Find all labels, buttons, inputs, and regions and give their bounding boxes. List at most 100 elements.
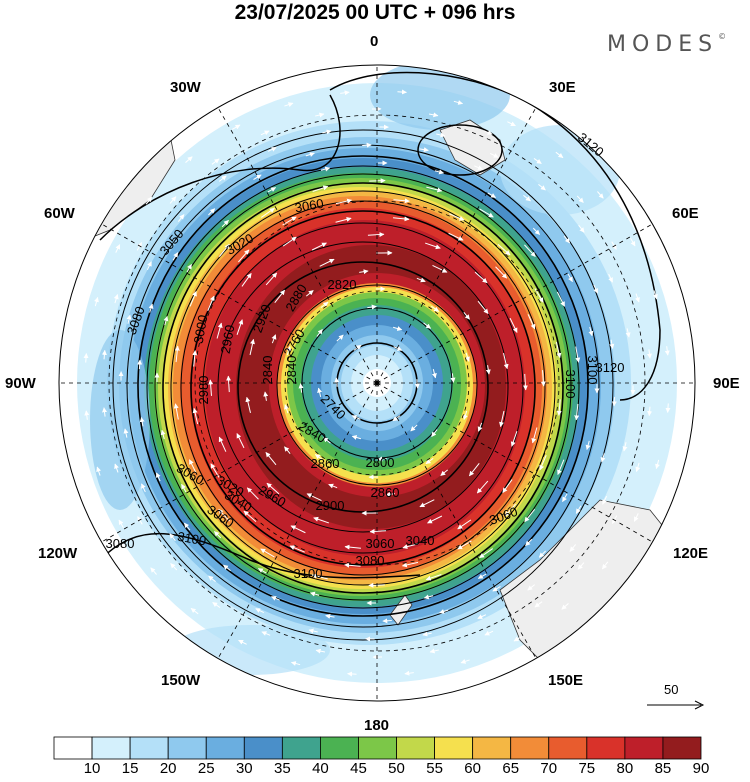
- lon-label-120e: 120E: [673, 545, 709, 562]
- wind-vector-103: [504, 503, 516, 517]
- wind-vector-92: [207, 295, 215, 311]
- colorbar-swatch-13: [548, 736, 588, 760]
- lon-label-120w: 120W: [38, 545, 78, 562]
- colorbar-tick-label: 50: [388, 760, 405, 777]
- wind-vector-204: [489, 152, 499, 158]
- wind-vector-192: [169, 533, 176, 542]
- wind-vector-168: [223, 564, 231, 572]
- wind-vector-264: [633, 513, 639, 522]
- wind-vector-107: [289, 545, 305, 553]
- wind-vector-55: [503, 352, 509, 370]
- wind-vector-78: [282, 236, 297, 247]
- wind-vector-1: [334, 377, 340, 387]
- wind-vector-244: [96, 466, 102, 476]
- wind-vector-200: [267, 147, 277, 152]
- wind-vector-224: [211, 158, 220, 165]
- contour-label-32: 3100: [176, 529, 207, 549]
- lon-label-150w: 150W: [161, 672, 201, 689]
- wind-vector-83: [527, 314, 536, 330]
- wind-vector-13: [367, 304, 377, 310]
- colorbar-tick-label: 60: [464, 760, 481, 777]
- wind-vector-77: [241, 273, 252, 287]
- lon-label-30w: 30W: [170, 79, 201, 96]
- wind-vector-171: [139, 416, 145, 427]
- wind-vector-225: [260, 130, 270, 136]
- wind-vector-10: [410, 424, 418, 432]
- wind-vector-32: [477, 422, 483, 432]
- wind-vector-187: [422, 631, 432, 637]
- colorbar-tick-label: 65: [502, 760, 520, 777]
- wind-vector-89: [344, 544, 361, 550]
- wind-vector-128: [188, 459, 198, 475]
- wind-vector-31: [485, 365, 491, 375]
- wind-vector-56: [427, 515, 443, 524]
- wind-vector-148: [181, 483, 187, 493]
- wind-vector-26: [314, 454, 323, 461]
- wind-vector-119: [574, 403, 580, 421]
- wind-vector-136: [567, 273, 573, 283]
- wind-vector-246: [83, 353, 89, 363]
- contour-label-13: 2980: [196, 376, 211, 405]
- contour-label-24: 2860: [311, 456, 340, 471]
- wind-vector-247: [94, 296, 99, 307]
- wind-vector-28: [286, 345, 291, 356]
- contour-label-19: 2820: [328, 277, 357, 292]
- wind-vector-125: [311, 573, 328, 580]
- wind-vector-179: [419, 147, 429, 153]
- wind-vector-258: [597, 191, 604, 199]
- wind-vector-236: [635, 462, 641, 472]
- wind-vector-253: [340, 90, 350, 96]
- wind-vector-30: [463, 311, 470, 320]
- wind-vector-184: [569, 544, 577, 552]
- contour-line-6: [190, 210, 536, 566]
- wind-vector-153: [221, 220, 229, 228]
- wind-vector-110: [218, 243, 230, 258]
- wind-vector-44: [419, 499, 435, 508]
- wind-vector-105: [401, 561, 419, 568]
- wind-vector-15: [450, 373, 456, 383]
- wind-vector-69: [522, 373, 528, 391]
- wind-vector-122: [479, 548, 494, 559]
- wind-vector-24: [425, 457, 434, 465]
- lat-lon-grid: [59, 65, 695, 701]
- wind-vector-48: [245, 396, 251, 414]
- wind-vector-231: [576, 195, 584, 203]
- contour-line-3100-south: [99, 533, 421, 579]
- wind-vector-27: [284, 404, 289, 414]
- wind-vector-182: [622, 442, 628, 452]
- wind-vector-156: [563, 235, 571, 244]
- contour-line-3120: [329, 71, 661, 401]
- wind-vector-145: [309, 591, 320, 597]
- colorbar-swatch-4: [205, 736, 245, 760]
- contour-label-31: 3080: [356, 553, 385, 568]
- lon-label-180: 180: [364, 717, 390, 734]
- pole-marker: [374, 380, 380, 386]
- wind-vector-180: [474, 165, 483, 170]
- brand-text: MODES: [607, 32, 719, 57]
- wind-vector-158: [609, 339, 615, 350]
- wind-vector-18: [322, 437, 331, 444]
- meridian-10: [101, 223, 378, 384]
- wind-vector-169: [183, 522, 191, 531]
- wind-vector-235: [647, 406, 653, 417]
- wind-vector-54: [477, 300, 489, 314]
- wind-vector-271: [290, 661, 301, 666]
- wind-vector-155: [320, 166, 331, 172]
- wind-vector-181: [523, 194, 531, 202]
- contour-line-14: [112, 129, 614, 641]
- wind-vector-205: [538, 183, 546, 191]
- colorbar-swatch-8: [358, 736, 397, 760]
- colorbar-swatch-15: [624, 736, 664, 760]
- wind-vector-262: [665, 403, 671, 413]
- wind-vector-266: [561, 603, 569, 610]
- colorbar-tick-label: 20: [159, 760, 177, 777]
- wind-vector-248: [115, 244, 121, 253]
- wind-vector-250: [185, 156, 193, 163]
- wind-vector-6: [317, 387, 323, 397]
- wind-vector-229: [483, 130, 493, 135]
- wind-vector-73: [246, 487, 259, 500]
- wind-vector-129: [173, 403, 179, 420]
- wind-vector-40: [359, 269, 369, 275]
- wind-vector-131: [189, 291, 197, 307]
- wind-vector-120: [557, 459, 565, 475]
